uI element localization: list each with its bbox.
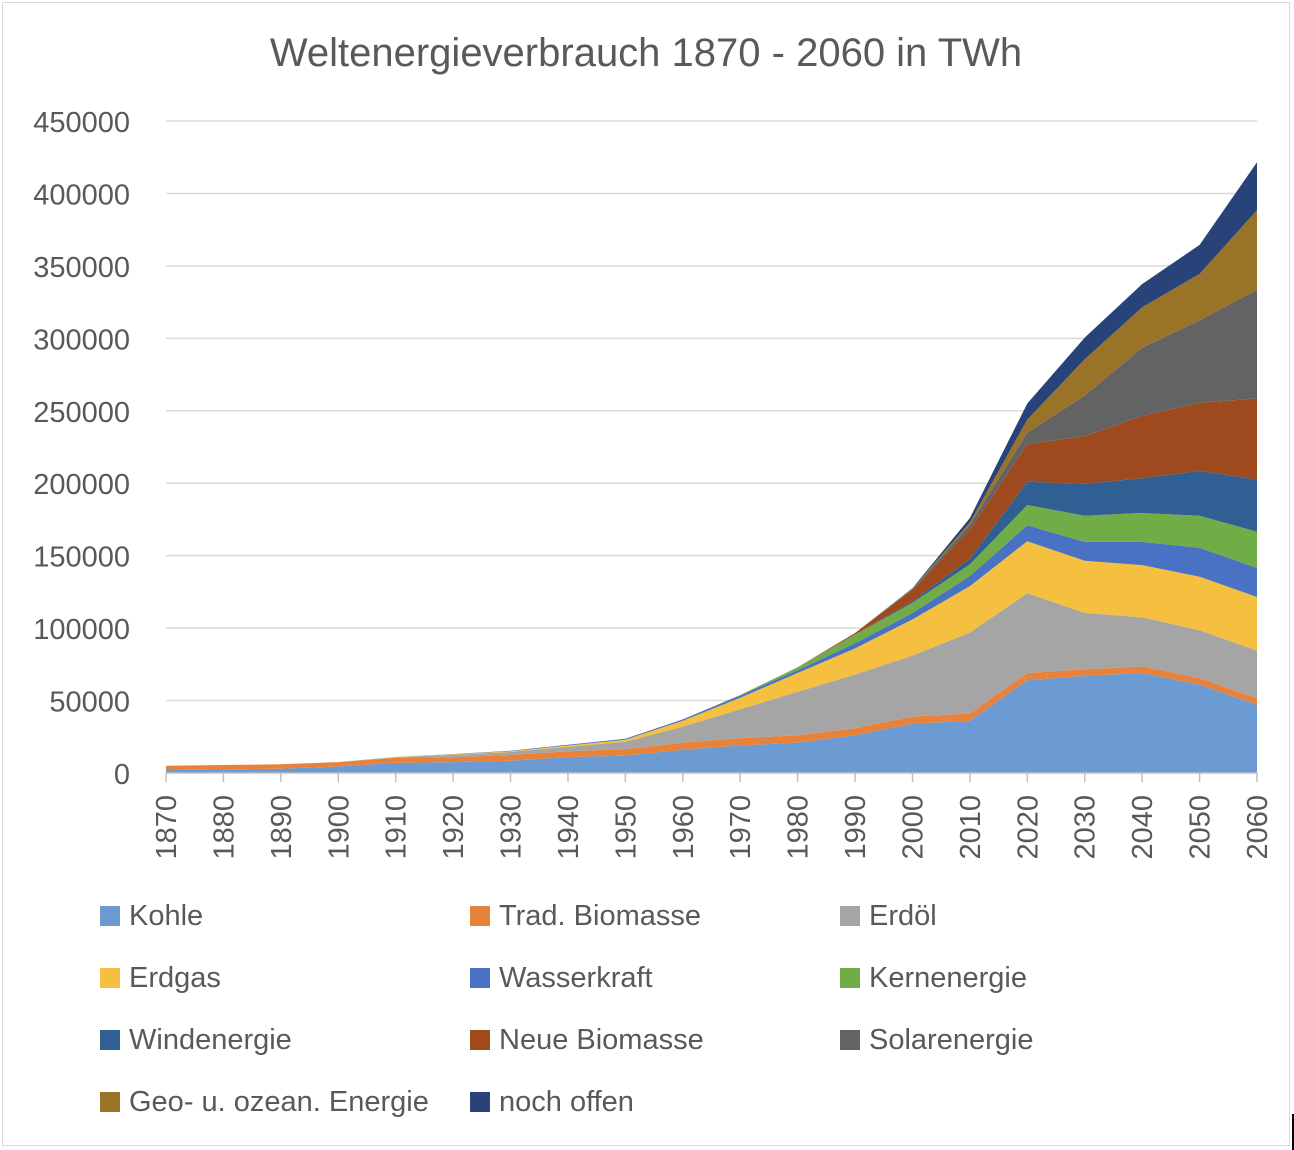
legend-item: Trad. Biomasse	[470, 896, 701, 936]
x-tick-label: 1930	[496, 795, 528, 860]
legend-item: Kernenergie	[840, 958, 1027, 998]
legend-item: Kohle	[100, 896, 203, 936]
corner-mark	[1292, 1114, 1294, 1150]
legend-item: Erdöl	[840, 896, 937, 936]
y-tick-label: 150000	[33, 542, 130, 574]
area-kernenergie	[166, 505, 1257, 766]
x-tick-label: 1980	[783, 795, 815, 860]
y-tick-label: 400000	[33, 179, 130, 211]
legend-item: Geo- u. ozean. Energie	[100, 1082, 429, 1122]
legend-swatch	[470, 968, 490, 988]
x-tick-label: 2060	[1242, 795, 1274, 860]
x-tick-label: 1950	[610, 795, 642, 860]
area-windenergie	[166, 470, 1257, 766]
x-tick-label: 1910	[381, 795, 413, 860]
legend-swatch	[840, 968, 860, 988]
area-erd-l	[166, 593, 1257, 766]
legend-label: Kohle	[129, 899, 204, 932]
legend-swatch	[100, 1030, 120, 1050]
x-tick-label: 1880	[208, 795, 240, 860]
y-tick-label: 450000	[33, 107, 130, 139]
legend-item: Windenergie	[100, 1020, 292, 1060]
y-tick-label: 50000	[49, 687, 130, 719]
legend-swatch	[100, 1092, 120, 1112]
plot-areas	[166, 162, 1257, 773]
legend-swatch	[100, 968, 120, 988]
legend-item: Erdgas	[100, 958, 221, 998]
x-tick-label: 1900	[323, 795, 355, 860]
x-tick-label: 1870	[151, 795, 183, 860]
x-tick-label: 2030	[1070, 795, 1102, 860]
legend-item: Neue Biomasse	[470, 1020, 704, 1060]
y-tick-label: 300000	[33, 324, 130, 356]
legend-label: Erdöl	[869, 899, 937, 932]
legend-label: Wasserkraft	[499, 961, 653, 994]
x-tick-label: 1960	[668, 795, 700, 860]
legend-swatch	[470, 1030, 490, 1050]
area-wasserkraft	[166, 525, 1257, 766]
legend-swatch	[100, 906, 120, 926]
legend-label: Geo- u. ozean. Energie	[129, 1085, 429, 1118]
legend-item: noch offen	[470, 1082, 634, 1122]
y-tick-label: 200000	[33, 469, 130, 501]
legend-label: Trad. Biomasse	[499, 899, 701, 932]
legend-item: Wasserkraft	[470, 958, 653, 998]
axes: 0 50000 100000 150000 200000 250000 300000 3500…	[33, 107, 1274, 860]
legend-label: Windenergie	[129, 1023, 292, 1056]
legend-swatch	[840, 906, 860, 926]
x-tick-label: 1920	[438, 795, 470, 860]
legend-item: Solarenergie	[840, 1020, 1033, 1060]
legend-swatch	[840, 1030, 860, 1050]
area-kohle	[166, 673, 1257, 773]
x-tick-label: 2050	[1185, 795, 1217, 860]
x-tick-label: 1990	[840, 795, 872, 860]
x-tick-label: 1970	[725, 795, 757, 860]
x-tick-label: 2000	[897, 795, 929, 860]
x-tick-label: 2020	[1012, 795, 1044, 860]
area-erdgas	[166, 541, 1257, 766]
y-tick-label: 250000	[33, 397, 130, 429]
x-tick-label: 1940	[553, 795, 585, 860]
legend-swatch	[470, 1092, 490, 1112]
x-tick-label: 2040	[1127, 795, 1159, 860]
legend-swatch	[470, 906, 490, 926]
y-tick-label: 350000	[33, 252, 130, 284]
x-tick-label: 1890	[266, 795, 298, 860]
legend-label: Kernenergie	[869, 961, 1027, 994]
y-tick-label: 0	[114, 759, 130, 791]
legend-label: Erdgas	[129, 961, 221, 994]
legend-label: Neue Biomasse	[499, 1023, 704, 1056]
legend-label: Solarenergie	[869, 1023, 1034, 1056]
y-tick-label: 100000	[33, 614, 130, 646]
area-neue-biomasse	[166, 398, 1257, 766]
legend-label: noch offen	[499, 1085, 634, 1118]
x-tick-label: 2010	[955, 795, 987, 860]
chart-title: Weltenergieverbrauch 1870 - 2060 in TWh	[270, 31, 1022, 75]
